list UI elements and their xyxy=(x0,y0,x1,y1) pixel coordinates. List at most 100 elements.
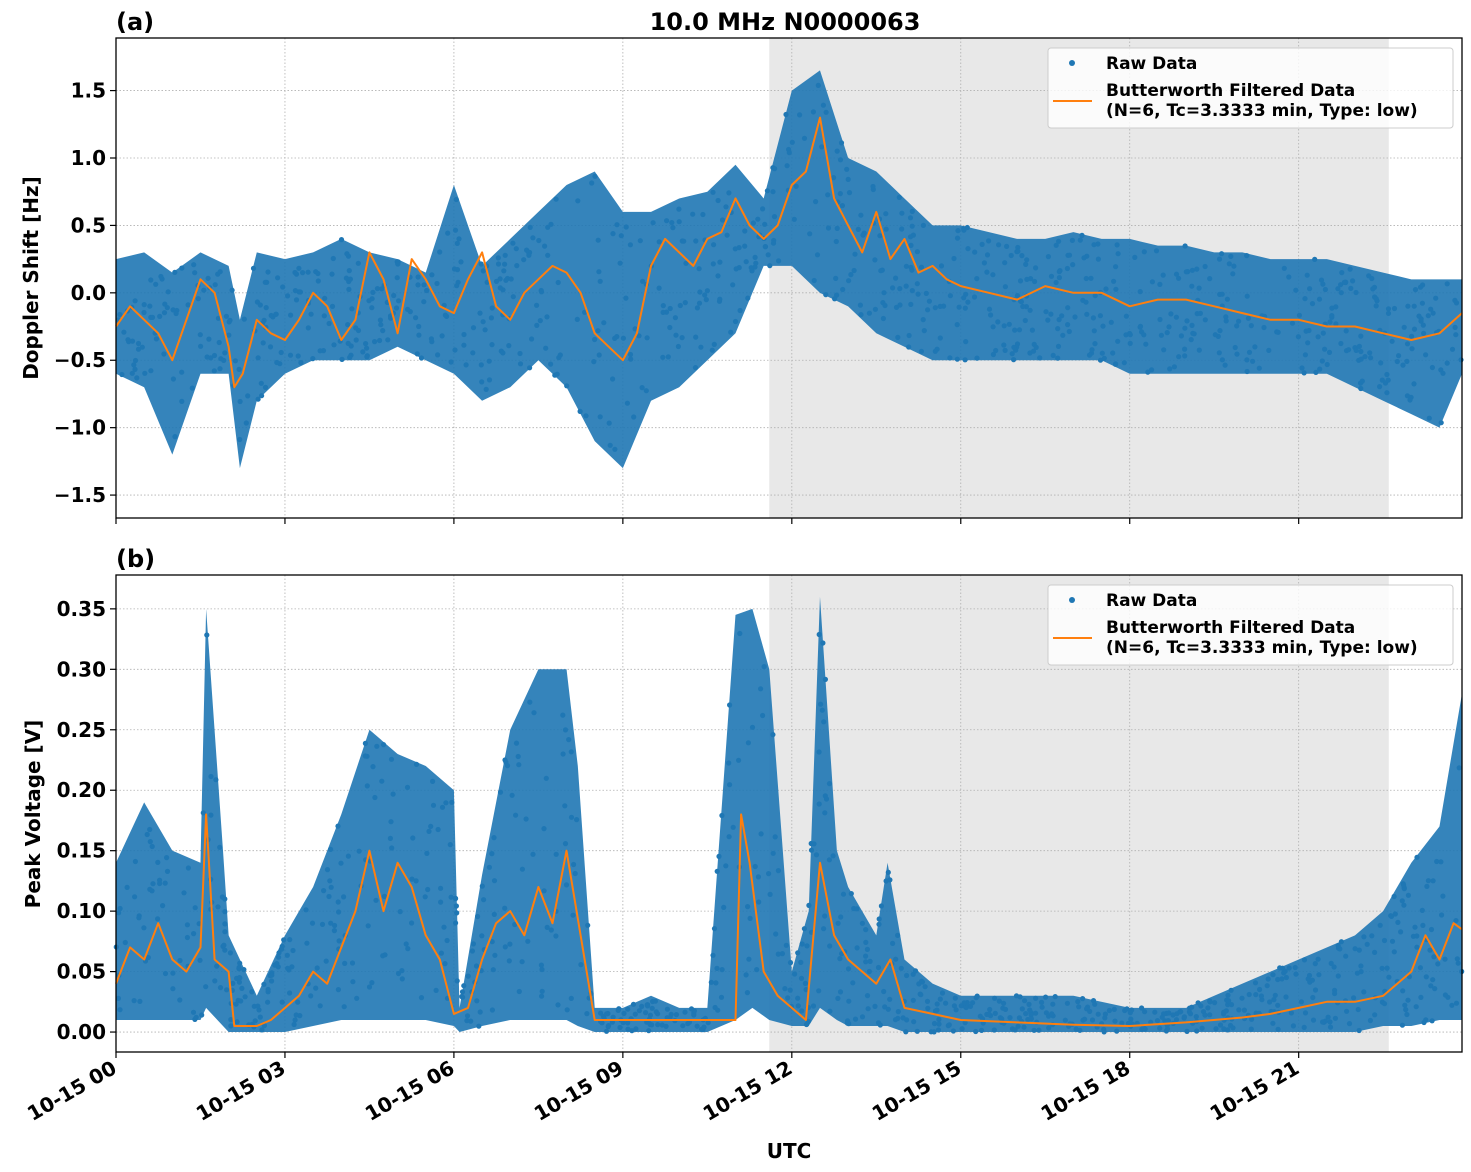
raw-data-point xyxy=(441,924,447,930)
raw-data-point xyxy=(260,340,266,346)
raw-data-point xyxy=(991,1027,997,1033)
raw-data-point xyxy=(346,286,352,292)
raw-data-point xyxy=(1084,311,1090,317)
raw-data-point xyxy=(784,163,790,169)
raw-data-point xyxy=(690,211,696,217)
raw-data-point xyxy=(1324,361,1330,368)
raw-data-point xyxy=(379,778,385,784)
raw-data-point xyxy=(315,270,321,277)
raw-data-point xyxy=(1081,255,1087,261)
raw-data-point xyxy=(990,272,996,278)
raw-data-point xyxy=(1338,939,1344,945)
raw-data-point xyxy=(562,803,568,809)
raw-data-point xyxy=(548,221,554,227)
raw-data-point xyxy=(1115,251,1121,257)
raw-data-point xyxy=(502,905,508,911)
legend-a-raw-marker xyxy=(1069,60,1075,66)
raw-data-point xyxy=(758,686,764,692)
raw-data-point xyxy=(1275,329,1281,335)
raw-data-point xyxy=(676,219,682,225)
raw-data-point xyxy=(708,979,714,985)
raw-data-point xyxy=(572,870,578,877)
raw-data-point xyxy=(252,1018,258,1024)
raw-data-point xyxy=(213,777,219,783)
raw-data-point xyxy=(121,329,127,335)
raw-data-point xyxy=(1438,859,1444,865)
raw-data-point xyxy=(148,368,154,374)
raw-data-point xyxy=(177,997,183,1003)
raw-data-point xyxy=(589,180,595,186)
raw-data-point xyxy=(1244,368,1250,375)
raw-data-point xyxy=(1313,369,1319,375)
raw-data-point xyxy=(1425,878,1431,884)
raw-data-point xyxy=(1358,385,1364,392)
raw-data-point xyxy=(1219,357,1225,363)
raw-data-point xyxy=(456,236,462,242)
raw-data-point xyxy=(1077,237,1083,243)
raw-data-point xyxy=(416,332,422,338)
raw-data-point xyxy=(1020,303,1026,310)
raw-data-point xyxy=(928,1029,934,1035)
raw-data-point xyxy=(920,222,927,228)
raw-data-point xyxy=(514,263,520,269)
raw-data-point xyxy=(1008,252,1014,259)
raw-data-point xyxy=(937,303,943,309)
raw-data-point xyxy=(1023,1011,1029,1017)
raw-data-point xyxy=(513,740,520,746)
raw-data-point xyxy=(265,999,271,1005)
raw-data-point xyxy=(986,1011,992,1017)
raw-data-point xyxy=(704,288,711,294)
raw-data-point xyxy=(377,317,383,323)
raw-data-point xyxy=(1196,347,1202,353)
raw-data-point xyxy=(564,1007,570,1013)
raw-data-point xyxy=(1039,999,1045,1006)
raw-data-point xyxy=(575,198,581,204)
raw-data-point xyxy=(454,978,460,984)
raw-data-point xyxy=(1007,1015,1013,1021)
raw-data-point xyxy=(212,282,218,288)
raw-data-point xyxy=(141,925,147,931)
raw-data-point xyxy=(385,337,391,343)
raw-data-point xyxy=(1353,347,1359,353)
raw-data-point xyxy=(1159,1014,1165,1020)
raw-data-point xyxy=(439,804,446,810)
raw-data-point xyxy=(350,979,356,985)
raw-data-point xyxy=(335,823,341,829)
raw-data-point xyxy=(1364,941,1370,947)
raw-data-point xyxy=(639,385,645,391)
raw-data-point xyxy=(1332,1015,1338,1021)
raw-data-point xyxy=(1361,989,1367,995)
raw-data-point xyxy=(489,1007,495,1013)
raw-data-point xyxy=(497,789,504,795)
raw-data-point xyxy=(1123,313,1129,319)
raw-data-point xyxy=(341,894,347,900)
raw-data-point xyxy=(504,763,511,769)
raw-data-point xyxy=(1064,1000,1070,1006)
raw-data-point xyxy=(732,246,738,252)
raw-data-point xyxy=(1409,346,1415,352)
raw-data-point xyxy=(1182,325,1188,331)
raw-data-point xyxy=(932,305,938,311)
raw-data-point xyxy=(461,342,467,348)
raw-data-point xyxy=(1016,327,1023,333)
raw-data-point xyxy=(336,938,342,944)
raw-data-point xyxy=(979,1027,985,1033)
raw-data-point xyxy=(710,189,716,195)
raw-data-point xyxy=(655,1011,661,1017)
raw-data-point xyxy=(372,794,378,801)
raw-data-point xyxy=(1372,1012,1378,1018)
raw-data-point xyxy=(1095,1011,1101,1017)
raw-data-point xyxy=(863,927,869,933)
raw-data-point xyxy=(345,340,351,346)
raw-data-point xyxy=(1176,275,1182,281)
raw-data-point xyxy=(1267,999,1273,1005)
raw-data-point xyxy=(610,231,616,237)
raw-data-point xyxy=(424,287,430,294)
raw-data-point xyxy=(468,1018,474,1024)
raw-data-point xyxy=(1417,284,1424,290)
x-tick-label: 10-15 00 xyxy=(23,1056,121,1126)
raw-data-point xyxy=(1316,296,1323,302)
raw-data-point xyxy=(199,1012,205,1018)
raw-data-point xyxy=(1440,370,1446,376)
raw-data-point xyxy=(606,1023,612,1029)
